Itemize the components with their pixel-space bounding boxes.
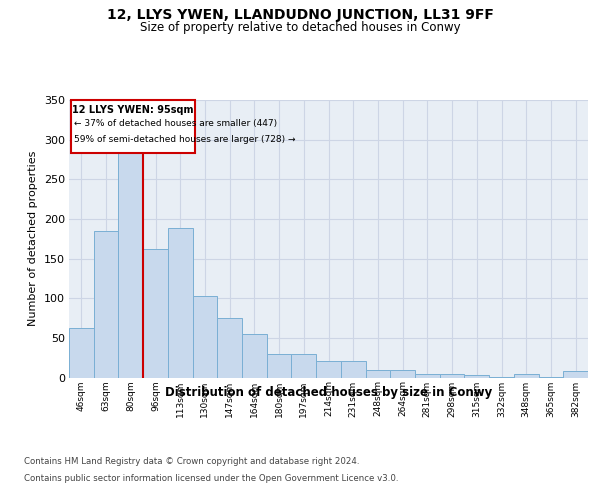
Text: Contains HM Land Registry data © Crown copyright and database right 2024.: Contains HM Land Registry data © Crown c… (24, 458, 359, 466)
Bar (242, 334, 267, 378)
Bar (563, 371, 588, 378)
Text: 59% of semi-detached houses are larger (728) →: 59% of semi-detached houses are larger (… (74, 136, 295, 144)
Bar (316, 361, 341, 378)
Bar (489, 376, 514, 378)
Text: ← 37% of detached houses are smaller (447): ← 37% of detached houses are smaller (44… (74, 120, 277, 128)
Text: Size of property relative to detached houses in Conwy: Size of property relative to detached ho… (140, 21, 460, 34)
Bar (118, 145, 143, 378)
Bar (539, 376, 563, 378)
Bar (514, 374, 539, 378)
Bar (341, 361, 365, 378)
Bar (168, 228, 193, 378)
Bar (69, 328, 94, 378)
Bar (94, 231, 118, 378)
Bar (365, 370, 390, 378)
Bar (217, 318, 242, 378)
Text: Contains public sector information licensed under the Open Government Licence v3: Contains public sector information licen… (24, 474, 398, 483)
Text: Distribution of detached houses by size in Conwy: Distribution of detached houses by size … (165, 386, 493, 399)
Bar (464, 375, 489, 378)
Text: 12 LLYS YWEN: 95sqm: 12 LLYS YWEN: 95sqm (72, 104, 194, 115)
Bar (267, 354, 292, 378)
Bar (292, 354, 316, 378)
Bar (390, 370, 415, 378)
Bar (143, 249, 168, 378)
FancyBboxPatch shape (71, 100, 195, 153)
Bar (193, 296, 217, 378)
Bar (440, 374, 464, 378)
Y-axis label: Number of detached properties: Number of detached properties (28, 151, 38, 326)
Text: 12, LLYS YWEN, LLANDUDNO JUNCTION, LL31 9FF: 12, LLYS YWEN, LLANDUDNO JUNCTION, LL31 … (107, 8, 493, 22)
Bar (415, 374, 440, 378)
